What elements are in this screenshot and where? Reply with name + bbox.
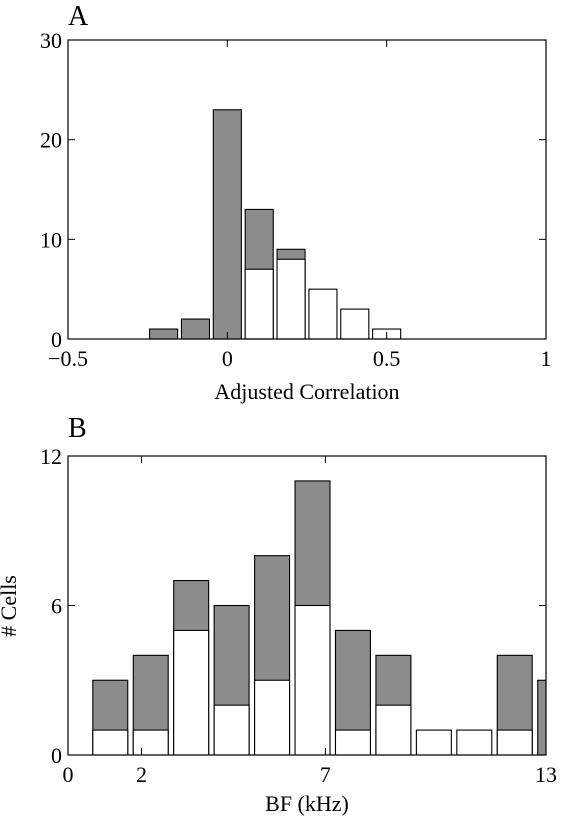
panel-a-x-tick-label-3: 0.5 <box>373 346 401 371</box>
panel-a-x-axis-label: Adjusted Correlation <box>214 379 399 404</box>
panel-b-x-tick-label-3: 7 <box>320 762 331 787</box>
panel-b-bar-series2-10 <box>456 729 493 755</box>
panel-a-y-tick-label-2: 10 <box>40 227 62 252</box>
panel-b-x-tick-label-2: 2 <box>136 762 147 787</box>
panel-a-bar-series2-7 <box>340 308 370 340</box>
panel-a-bar-series2-6 <box>308 288 338 340</box>
panel-a-y-tick-label-1: 0 <box>51 327 62 352</box>
panel-a-y-tick-label-3: 20 <box>40 128 62 153</box>
panel-b-y-tick-label-2: 6 <box>51 594 62 619</box>
panel-a-bar-series1-3 <box>212 109 242 340</box>
panel-b-bar-series2-8 <box>375 704 412 755</box>
panel-a-x-tick-label-4: 1 <box>541 346 552 371</box>
panel-b-x-tick-label-1: 0 <box>63 762 74 787</box>
panel-b-bar-series2-7 <box>334 729 371 755</box>
panel-a-x-tick-label-2: 0 <box>222 346 233 371</box>
panel-a-bar-series2-4 <box>244 268 274 340</box>
panel-b-bar-series2-3 <box>173 629 210 755</box>
panel-a-bar-series1-2 <box>180 318 211 340</box>
panel-b-bar-series2-11 <box>496 729 533 755</box>
panel-a-x-tick-label-1: −0.5 <box>48 346 88 371</box>
panel-b-y-axis-label: # Cells <box>0 575 21 637</box>
panel-a-bar-series1-1 <box>149 328 179 340</box>
panel-b-label: B <box>68 413 87 444</box>
panel-a-bar-series2-5 <box>276 258 306 340</box>
panel-b-y-tick-label-3: 12 <box>40 444 62 469</box>
panel-b-x-tick-label-4: 13 <box>535 762 557 787</box>
panel-b-bar-series2-6 <box>294 604 331 755</box>
panel-a-plot-frame <box>67 39 547 340</box>
panel-b-y-tick-label-1: 0 <box>51 743 62 768</box>
panel-b-bar-series2-4 <box>213 704 250 755</box>
panel-a-bars <box>149 109 402 340</box>
panel-b: B 0 2 7 13 0 6 12 BF (kHz) # Cells <box>0 413 557 816</box>
panel-b-bar-series2-1 <box>92 729 129 755</box>
panel-b-bar-series1-12 <box>537 679 546 755</box>
panel-b-bars <box>92 480 546 755</box>
panel-b-x-axis-label: BF (kHz) <box>265 791 349 816</box>
panel-b-bar-series2-2 <box>132 729 169 755</box>
panel-a-label: A <box>68 1 89 32</box>
panel-b-bar-series2-5 <box>254 679 291 755</box>
panel-a-y-tick-label-4: 30 <box>40 28 62 53</box>
panel-b-ticks: 0 2 7 13 0 6 12 <box>40 444 557 787</box>
panel-b-bar-series2-9 <box>415 729 452 755</box>
